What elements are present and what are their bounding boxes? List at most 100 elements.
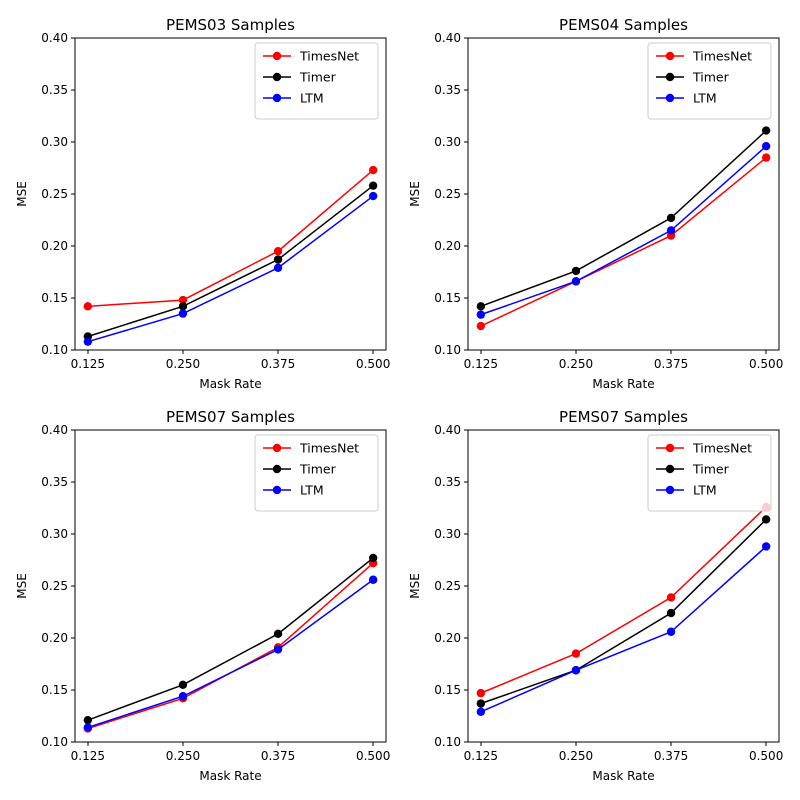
data-point-timesnet (273, 247, 283, 256)
y-tick-label: 0.40 (41, 31, 68, 45)
y-tick-label: 0.15 (41, 683, 68, 697)
x-tick-label: 0.125 (71, 749, 105, 763)
data-point-timer (666, 608, 676, 618)
data-point-ltm (83, 723, 93, 732)
data-point-timer (571, 266, 581, 276)
data-point-ltm (666, 226, 676, 235)
series-line-timesnet (480, 506, 767, 694)
y-tick-label: 0.15 (41, 291, 68, 305)
data-point-timesnet (83, 302, 93, 311)
series-line-ltm (480, 545, 767, 713)
chart-title: PEMS07 Samples (559, 408, 688, 426)
y-tick-label: 0.25 (41, 579, 68, 593)
y-tick-label: 0.35 (41, 475, 68, 489)
plot-frame (467, 429, 780, 743)
data-point-timer (761, 515, 771, 524)
chart-panel-3: PEMS07 Samples 0.10 0.15 0.20 0.25 0.30 0.35 0.… (15, 408, 390, 783)
data-point-timer (476, 699, 486, 708)
data-point-ltm (178, 309, 188, 318)
x-tick-label: 0.375 (261, 749, 295, 763)
data-point-ltm (83, 337, 93, 346)
x-tick-label: 0.500 (356, 749, 390, 763)
legend-box (647, 42, 772, 120)
y-tick-label: 0.15 (434, 683, 461, 697)
data-point-ltm (476, 707, 486, 717)
y-tick-label: 0.35 (41, 83, 68, 97)
x-tick-label: 0.125 (464, 749, 498, 763)
legend-swatch-marker (272, 72, 282, 82)
legend-swatch-marker (665, 443, 675, 453)
x-axis-label: Mask Rate (199, 377, 261, 391)
legend-swatch-marker (665, 464, 675, 474)
legend-box (254, 434, 379, 512)
legend-label-ltm: LTM (300, 483, 324, 498)
data-point-ltm (368, 575, 378, 584)
chart-panel-1: PEMS03 Samples 0.10 0.15 0.20 0.25 0.30 0.35 0.… (15, 16, 390, 391)
x-tick-label: 0.125 (71, 357, 105, 371)
data-point-timer (273, 255, 283, 264)
data-point-timer (178, 302, 188, 311)
data-point-timesnet (761, 153, 771, 162)
x-tick-label: 0.375 (261, 357, 295, 371)
legend: TimesNet Timer LTM (254, 434, 379, 512)
data-point-timesnet (178, 295, 188, 305)
data-point-timer (666, 213, 676, 223)
legend-swatch-marker (665, 485, 675, 495)
x-tick-label: 0.500 (749, 357, 783, 371)
legend-swatch-marker (272, 443, 282, 453)
legend-swatch-marker (272, 464, 282, 474)
legend-label-ltm: LTM (693, 91, 717, 106)
y-axis-label: MSE (408, 573, 422, 599)
x-tick-label: 0.250 (559, 357, 593, 371)
plot-frame (74, 37, 387, 351)
data-point-timer (368, 553, 378, 563)
y-tick-label: 0.30 (41, 135, 68, 149)
y-tick-label: 0.35 (434, 83, 461, 97)
y-tick-label: 0.40 (434, 423, 461, 437)
x-tick-label: 0.250 (559, 749, 593, 763)
legend-label-ltm: LTM (300, 91, 324, 106)
series-line-timesnet (480, 157, 767, 327)
series-line-ltm (87, 195, 374, 343)
legend-swatch-marker (272, 485, 282, 495)
y-tick-label: 0.25 (434, 187, 461, 201)
legend-swatch-marker (272, 93, 282, 103)
y-tick-label: 0.25 (41, 187, 68, 201)
y-tick-label: 0.20 (41, 631, 68, 645)
data-point-timer (273, 629, 283, 639)
y-tick-label: 0.35 (434, 475, 461, 489)
x-tick-label: 0.250 (166, 749, 200, 763)
legend-label-timer: Timer (692, 462, 730, 477)
data-point-timesnet (571, 649, 581, 658)
legend-label-timesnet: TimesNet (692, 441, 752, 456)
data-point-timer (761, 126, 771, 135)
legend-label-timer: Timer (299, 462, 337, 477)
y-tick-label: 0.30 (41, 527, 68, 541)
y-tick-label: 0.10 (41, 735, 68, 749)
x-tick-label: 0.125 (464, 357, 498, 371)
y-tick-label: 0.40 (434, 31, 461, 45)
legend-swatch-marker (665, 93, 675, 103)
legend-label-ltm: LTM (693, 483, 717, 498)
x-tick-label: 0.375 (654, 357, 688, 371)
y-tick-label: 0.20 (434, 239, 461, 253)
data-point-ltm (273, 645, 283, 654)
x-tick-label: 0.500 (749, 749, 783, 763)
x-axis-label: Mask Rate (199, 769, 261, 783)
data-point-ltm (761, 542, 771, 551)
legend-swatch-marker (272, 51, 282, 61)
series-line-timer (480, 130, 767, 308)
legend-swatch-marker (665, 51, 675, 61)
data-point-timesnet (368, 165, 378, 175)
x-tick-label: 0.250 (166, 357, 200, 371)
series-line-timer (87, 557, 374, 721)
chart-panel-4: PEMS07 Samples 0.10 0.15 0.20 0.25 0.30 0.35 0.… (408, 408, 783, 783)
series-line-timesnet (87, 169, 374, 308)
data-point-ltm (368, 191, 378, 201)
legend: TimesNet Timer LTM (254, 42, 379, 120)
legend-label-timer: Timer (299, 70, 337, 85)
plot-frame (467, 37, 780, 351)
series-line-timer (87, 185, 374, 338)
legend-label-timer: Timer (692, 70, 730, 85)
